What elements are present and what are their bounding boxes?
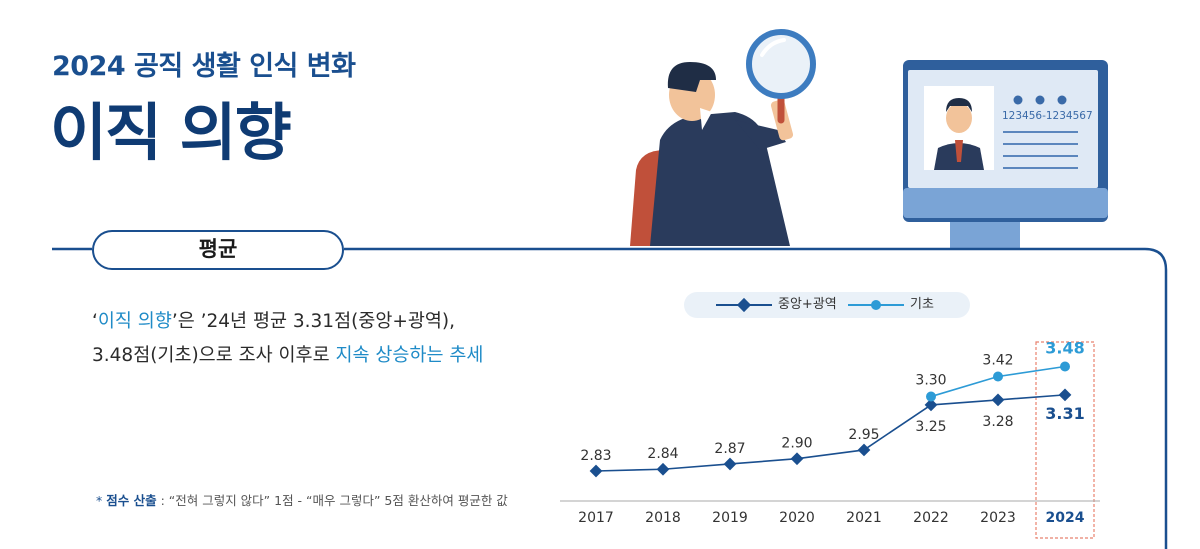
score-note: * 점수 산출 : “전혀 그렇지 않다” 1점 - “매우 그렇다” 5점 환… bbox=[96, 493, 508, 508]
central-label-2018: 2.84 bbox=[647, 446, 678, 462]
summary-text: ‘이직 의향’은 ’24년 평균 3.31점(중앙+광역), 3.48점(기초)… bbox=[92, 311, 484, 366]
central-point-2017 bbox=[589, 464, 603, 478]
basic-point-2023 bbox=[993, 371, 1003, 382]
basic-label-2023: 3.42 bbox=[982, 353, 1013, 369]
x-tick-label-2020: 2020 bbox=[779, 510, 815, 526]
legend-central-marker bbox=[716, 297, 772, 313]
highlight-box-2024 bbox=[1035, 341, 1095, 539]
score-note-text: : “전혀 그렇지 않다” 1점 - “매우 그렇다” 5점 환산하여 평균한 … bbox=[156, 493, 508, 508]
summary-term: 이직 의향 bbox=[97, 311, 172, 332]
central-label-2020: 2.90 bbox=[781, 436, 812, 452]
x-tick-label-2024: 2024 bbox=[1046, 510, 1085, 526]
central-point-2018 bbox=[656, 462, 670, 476]
basic-label-2024: 3.48 bbox=[1045, 338, 1084, 357]
x-tick-label-2023: 2023 bbox=[980, 510, 1016, 526]
id-number-text: 123456-1234567 bbox=[1002, 110, 1093, 122]
x-tick-label-2018: 2018 bbox=[645, 510, 681, 526]
x-tick-label-2022: 2022 bbox=[913, 510, 949, 526]
basic-label-2022: 3.30 bbox=[915, 373, 946, 389]
section-frame bbox=[52, 247, 1168, 549]
basic-point-2022 bbox=[926, 391, 936, 402]
central-point-2023 bbox=[991, 393, 1005, 407]
x-tick-label-2019: 2019 bbox=[712, 510, 748, 526]
central-label-2021: 2.95 bbox=[848, 427, 879, 443]
central-point-2019 bbox=[723, 457, 737, 471]
page-subtitle: 2024 공직 생활 인식 변화 bbox=[52, 51, 356, 82]
central-label-2022: 3.25 bbox=[915, 419, 946, 435]
series-line-basic bbox=[930, 365, 1066, 398]
chart-legend: 중앙+광역 기초 bbox=[684, 292, 970, 318]
central-label-2017: 2.83 bbox=[580, 448, 611, 464]
page-title: 이직 의향 bbox=[50, 96, 292, 169]
legend-basic-label: 기초 bbox=[910, 297, 934, 312]
central-point-2020 bbox=[790, 452, 804, 466]
summary-highlight: 지속 상승하는 추세 bbox=[335, 345, 484, 366]
legend-basic-marker bbox=[848, 300, 904, 310]
series-line-central bbox=[595, 394, 1066, 472]
monitor-id-card-illustration bbox=[903, 60, 1108, 250]
man-with-magnifier-illustration bbox=[630, 29, 816, 246]
central-point-2021 bbox=[857, 443, 871, 457]
central-label-2023: 3.28 bbox=[982, 414, 1013, 430]
central-label-2024: 3.31 bbox=[1045, 404, 1084, 423]
score-note-label: 점수 산출 bbox=[106, 493, 157, 508]
legend-central-label: 중앙+광역 bbox=[778, 297, 837, 312]
basic-point-2024 bbox=[1060, 361, 1070, 372]
central-point-2024 bbox=[1058, 388, 1072, 402]
x-tick-label-2021: 2021 bbox=[846, 510, 882, 526]
section-label: 평균 bbox=[92, 230, 344, 270]
central-label-2019: 2.87 bbox=[714, 441, 745, 457]
x-tick-label-2017: 2017 bbox=[578, 510, 614, 526]
